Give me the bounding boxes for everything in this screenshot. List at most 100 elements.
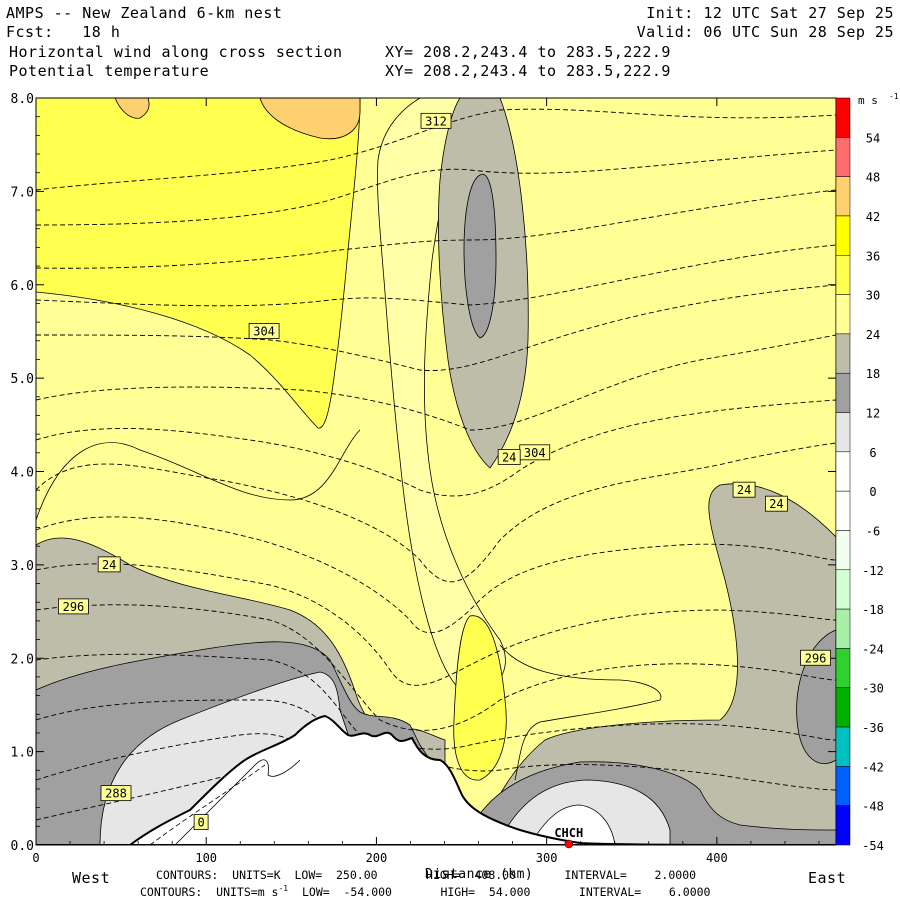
contour-label: 24 xyxy=(502,450,516,464)
x-tick-label: 200 xyxy=(366,851,388,865)
cross-section-coords-1: XY= 208.2,243.4 to 283.5,222.9 xyxy=(385,43,671,61)
colorbar-swatch xyxy=(835,766,851,806)
theta-contour xyxy=(36,516,836,634)
colorbar-swatch xyxy=(835,451,851,492)
footer-wind-prefix: CONTOURS: UNITS=m s xyxy=(140,884,279,899)
variable-theta-title: Potential temperature xyxy=(9,62,210,80)
theta-contour xyxy=(36,108,836,191)
wind-contour xyxy=(36,429,361,521)
contour-label: 0 xyxy=(197,816,204,830)
colorbar: 54 48 42 36 30 24 18 12 6 0 -6 -12 -18 -24 -30 -36 -42 -4… xyxy=(835,92,899,853)
colorbar-label: -6 xyxy=(866,524,880,538)
colorbar-swatch xyxy=(835,569,851,610)
x-axis-label: Distance (km) xyxy=(425,867,534,882)
colorbar-label: 0 xyxy=(869,485,876,499)
colorbar-swatch xyxy=(835,294,851,335)
wind-fill-18-24-lower-right xyxy=(479,483,836,845)
contour-label: 304 xyxy=(253,324,275,338)
colorbar-swatch xyxy=(835,97,851,138)
contour-label-box xyxy=(100,785,132,802)
colorbar-label: -12 xyxy=(862,564,884,578)
footer-wind-exp: -1 xyxy=(278,884,289,893)
contour-label-box xyxy=(58,598,89,615)
contour-label-box xyxy=(497,449,521,465)
theta-contour xyxy=(36,244,836,307)
terrain xyxy=(36,714,836,845)
y-tick-label: 7.0 xyxy=(11,185,34,200)
init-time: Init: 12 UTC Sat 27 Sep 25 xyxy=(646,4,894,22)
terrain-contour xyxy=(174,759,301,845)
colorbar-swatch xyxy=(835,490,851,531)
cross-section-coords-2: XY= 208.2,243.4 to 283.5,222.9 xyxy=(385,62,671,80)
colorbar-swatch xyxy=(835,530,851,571)
y-tick-label: 2.0 xyxy=(11,652,34,667)
colorbar-label: -24 xyxy=(862,642,884,656)
contour-label: 24 xyxy=(102,558,116,572)
y-tick-label: 4.0 xyxy=(11,466,34,481)
colorbar-swatch xyxy=(835,176,851,217)
colorbar-label: 18 xyxy=(866,367,880,381)
colorbar-swatch xyxy=(835,137,851,177)
contour-label-box xyxy=(248,323,280,339)
x-tick-label: 300 xyxy=(536,851,558,865)
contour-label-box xyxy=(765,495,788,512)
theta-contour xyxy=(36,149,836,226)
contour-label-box xyxy=(420,112,452,129)
contour-label-box xyxy=(732,481,756,498)
y-tick-label: 1.0 xyxy=(11,746,34,761)
colorbar-swatch xyxy=(835,805,851,846)
contour-label-box xyxy=(800,649,831,666)
colorbar-label: 24 xyxy=(866,328,880,342)
colorbar-label: 42 xyxy=(866,210,880,224)
contour-label: 296 xyxy=(63,600,85,614)
theta-contour xyxy=(36,399,836,497)
y-tick-label: 5.0 xyxy=(11,372,34,387)
contour-label: 296 xyxy=(805,651,827,665)
colorbar-label: 36 xyxy=(866,249,880,263)
colorbar-label: -18 xyxy=(862,603,884,617)
colorbar-label: -36 xyxy=(862,721,884,735)
wind-fill-42-48-top xyxy=(259,98,361,140)
east-label: East xyxy=(808,869,847,887)
footer-wind-suffix: LOW= -54.000 HIGH= 54.000 INTERVAL= 6.00… xyxy=(288,884,711,899)
forecast-hour: Fcst: 18 h xyxy=(6,23,121,41)
variable-wind-title: Horizontal wind along cross section xyxy=(9,43,343,61)
location-label: CHCH xyxy=(554,826,583,840)
wind-contour xyxy=(499,644,662,781)
colorbar-label: 54 xyxy=(866,131,880,145)
x-tick-label: 100 xyxy=(195,851,217,865)
axis-ticks: 0.0 1.0 2.0 3.0 4.0 5.0 6.0 7.0 8.0 0 100 200 300 400 xyxy=(11,92,836,865)
colorbar-label: -54 xyxy=(862,839,884,853)
colorbar-swatch xyxy=(835,687,851,728)
wind-fill-42-48-top-left xyxy=(114,98,150,119)
y-tick-label: 0.0 xyxy=(11,839,34,854)
theta-contour xyxy=(36,604,836,731)
model-title: AMPS -- New Zealand 6-km nest xyxy=(6,4,283,22)
colorbar-swatch xyxy=(835,372,851,413)
colorbar-label: 12 xyxy=(866,407,880,421)
west-label: West xyxy=(72,869,111,887)
colorbar-swatch xyxy=(835,215,851,256)
contour-label: 312 xyxy=(425,114,447,128)
contour-label: 304 xyxy=(524,446,546,460)
wind-fill-36-42-upper-left xyxy=(36,98,361,429)
colorbar-label: 48 xyxy=(866,171,880,185)
theta-contour xyxy=(36,733,311,781)
colorbar-swatch xyxy=(835,608,851,649)
contour-label-box xyxy=(193,814,209,830)
contour-labels: 312 304 304 24 24 24 24 296 296 288 0 xyxy=(58,112,831,830)
colorbar-swatch xyxy=(835,648,851,688)
colorbar-label: 6 xyxy=(869,446,876,460)
theta-contour xyxy=(36,189,836,269)
wind-fill-0-6-lower-right xyxy=(529,804,616,845)
wind-fill-36-42-lower-jet xyxy=(453,615,507,781)
y-tick-label: 8.0 xyxy=(11,92,34,107)
colorbar-label: -30 xyxy=(862,682,884,696)
contour-label: 24 xyxy=(737,483,751,497)
colorbar-unit: m s xyxy=(858,94,878,107)
colorbar-swatch xyxy=(835,255,851,295)
y-tick-label: 6.0 xyxy=(11,279,34,294)
y-tick-label: 3.0 xyxy=(11,559,34,574)
theta-contour xyxy=(36,284,836,371)
colorbar-label: -42 xyxy=(862,760,884,774)
